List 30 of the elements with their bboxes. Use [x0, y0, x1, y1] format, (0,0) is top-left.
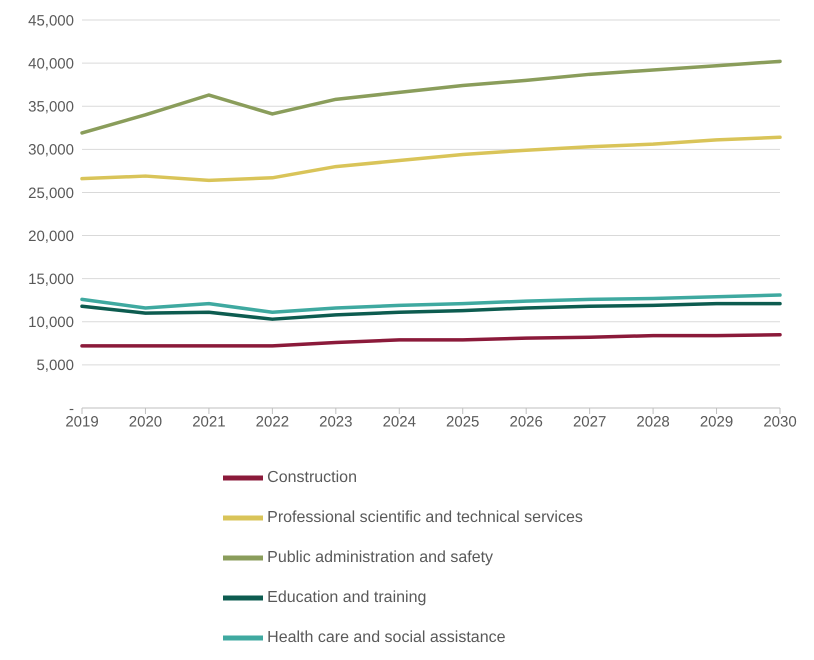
line-series [80, 60, 782, 135]
legend-label: Health care and social assistance [267, 629, 506, 646]
y-tick-label: 35,000 [28, 98, 74, 116]
y-tick-label: 10,000 [28, 314, 74, 332]
y-tick-label: 40,000 [28, 55, 74, 72]
legend-label: Construction [267, 469, 357, 486]
y-tick-label: 20,000 [28, 228, 74, 245]
x-tick-label: 2022 [256, 414, 290, 431]
y-tick-label: 30,000 [28, 142, 74, 159]
y-tick-label: 25,000 [28, 184, 74, 202]
y-tick-label: 5,000 [36, 357, 74, 374]
x-tick-label: 2023 [319, 414, 353, 431]
line-series [80, 136, 782, 182]
legend-label: Public administration and safety [267, 549, 494, 566]
y-tick-label: 45,000 [28, 12, 74, 30]
x-tick-label: 2026 [509, 414, 543, 431]
line-series [80, 332, 782, 348]
x-tick-label: 2028 [636, 414, 670, 431]
x-tick-label: 2025 [446, 414, 480, 431]
legend-label: Professional scientific and technical services [267, 509, 583, 526]
x-tick-label: 2030 [763, 414, 797, 431]
x-tick-label: 2024 [382, 414, 416, 431]
x-tick-label: 2029 [700, 414, 734, 431]
line-series [80, 302, 782, 321]
x-tick-label: 2020 [128, 414, 162, 431]
x-tick-label: 2027 [572, 414, 606, 431]
y-tick-label: 15,000 [28, 270, 74, 288]
x-tick-label: 2021 [192, 414, 226, 431]
legend-label: Education and training [267, 589, 426, 606]
line-series [80, 293, 782, 314]
